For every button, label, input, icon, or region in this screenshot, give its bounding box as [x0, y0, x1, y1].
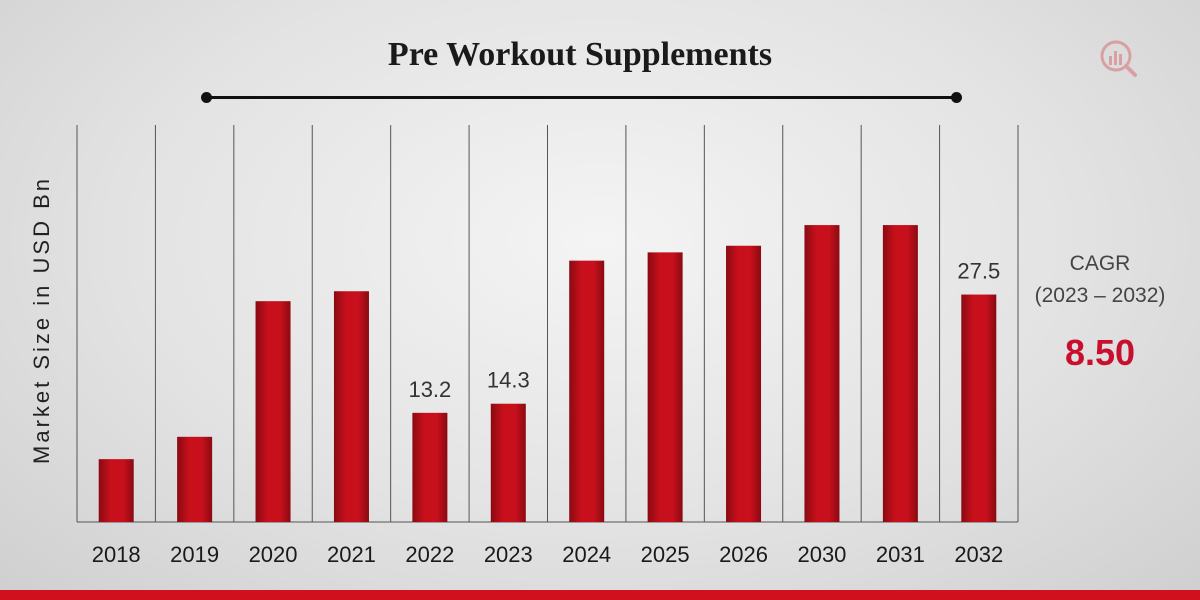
brand-logo-icon	[1100, 40, 1137, 77]
data-label: 27.5	[957, 259, 1000, 284]
cagr-label: CAGR	[1069, 252, 1131, 275]
x-tick-label: 2023	[484, 542, 533, 567]
bar-2022	[412, 412, 448, 522]
underline-left-dot	[201, 92, 212, 103]
x-tick-label: 2024	[562, 542, 611, 567]
bar-2019	[177, 436, 213, 522]
bar-2018	[98, 459, 134, 522]
cagr-value: 8.50	[1064, 332, 1136, 373]
bar-2024	[569, 260, 605, 522]
bar-2032	[961, 294, 997, 522]
bar-2031	[882, 225, 918, 522]
bar-2021	[333, 291, 369, 522]
chart-title: Pre Workout Supplements	[387, 36, 773, 73]
data-label: 14.3	[487, 368, 530, 393]
bar-2023	[490, 403, 526, 522]
bottom-accent-bar	[0, 590, 1200, 600]
bar-2020	[255, 301, 291, 522]
title-underline	[206, 96, 956, 99]
x-tick-label: 2025	[641, 542, 690, 567]
cagr-period: (2023 – 2032)	[1034, 284, 1166, 307]
data-label: 13.2	[408, 377, 451, 402]
bar-2026	[726, 245, 762, 523]
x-tick-label: 2031	[876, 542, 925, 567]
x-tick-label: 2026	[719, 542, 768, 567]
x-tick-label: 2018	[92, 542, 141, 567]
bar-2030	[804, 225, 840, 522]
x-tick-label: 2021	[327, 542, 376, 567]
underline-right-dot	[951, 92, 962, 103]
x-tick-label: 2020	[249, 542, 298, 567]
x-tick-label: 2030	[797, 542, 846, 567]
x-tick-label: 2019	[170, 542, 219, 567]
x-tick-label: 2032	[954, 542, 1003, 567]
bar-2025	[647, 252, 683, 522]
x-tick-label: 2022	[405, 542, 454, 567]
